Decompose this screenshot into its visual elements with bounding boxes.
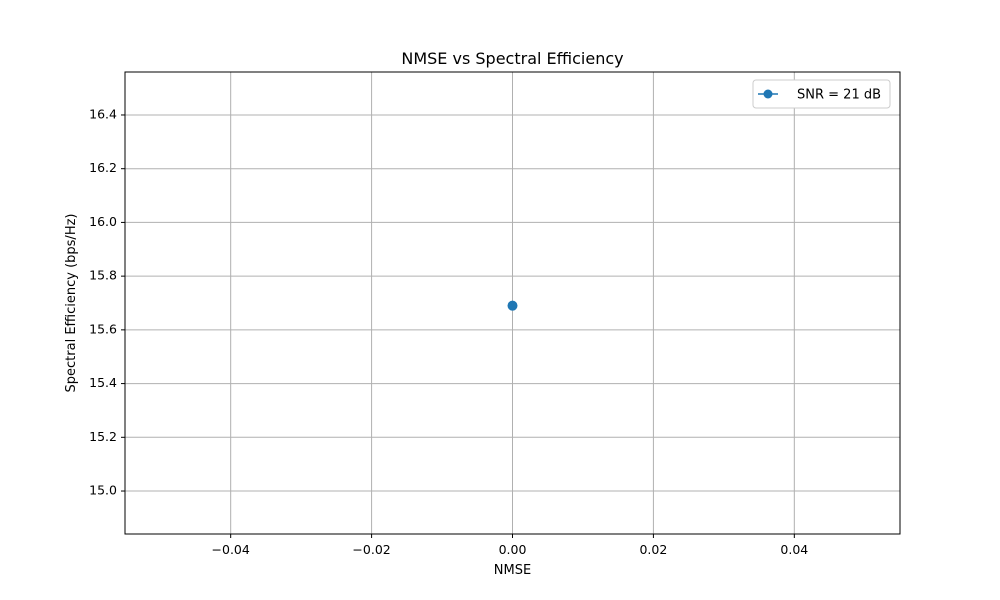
legend-series-label: SNR = 21 dB bbox=[797, 88, 881, 103]
series-layer bbox=[507, 300, 518, 311]
data-point bbox=[507, 300, 518, 311]
y-tick-label: 16.2 bbox=[89, 160, 117, 175]
y-tick-label: 15.4 bbox=[89, 375, 117, 390]
x-tick-label: 0.04 bbox=[780, 542, 808, 557]
legend: SNR = 21 dB bbox=[752, 79, 891, 109]
x-tick-label: −0.02 bbox=[352, 542, 390, 557]
x-tick-label: 0.00 bbox=[499, 542, 527, 557]
x-tick-label: 0.02 bbox=[639, 542, 667, 557]
legend-series-marker bbox=[763, 89, 773, 99]
y-axis-label: Spectral Efficiency (bps/Hz) bbox=[64, 214, 79, 393]
x-tick-label: −0.04 bbox=[212, 542, 250, 557]
y-tick-label: 16.0 bbox=[89, 214, 117, 229]
y-tick-label: 15.0 bbox=[89, 483, 117, 498]
axis-ticks: −0.04 −0.02 0.00 0.02 0.04 15.0 15.2 15.4 15.6 15… bbox=[89, 106, 808, 557]
y-tick-label: 15.6 bbox=[89, 321, 117, 336]
y-tick-label: 16.4 bbox=[89, 106, 117, 121]
y-tick-label: 15.8 bbox=[89, 268, 117, 283]
y-tick-label: 15.2 bbox=[89, 429, 117, 444]
x-axis-label: NMSE bbox=[494, 563, 531, 578]
legend-box bbox=[752, 79, 891, 109]
chart-title: NMSE vs Spectral Efficiency bbox=[401, 49, 623, 68]
